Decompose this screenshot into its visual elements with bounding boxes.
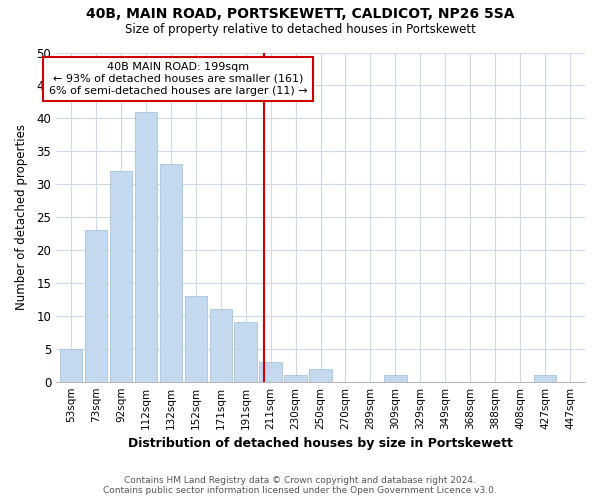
Bar (60, 349, 82, 382)
Bar (185, 296, 207, 382)
Text: 40B MAIN ROAD: 199sqm
← 93% of detached houses are smaller (161)
6% of semi-deta: 40B MAIN ROAD: 199sqm ← 93% of detached … (49, 62, 308, 96)
Bar (284, 375, 307, 382)
X-axis label: Distribution of detached houses by size in Portskewett: Distribution of detached houses by size … (128, 437, 513, 450)
Bar (160, 164, 182, 382)
Bar (534, 375, 556, 382)
Bar (310, 368, 332, 382)
Bar (209, 310, 232, 382)
Bar (110, 171, 132, 382)
Bar (85, 230, 107, 382)
Y-axis label: Number of detached properties: Number of detached properties (15, 124, 28, 310)
Bar (259, 362, 282, 382)
Text: Size of property relative to detached houses in Portskewett: Size of property relative to detached ho… (125, 22, 475, 36)
Bar (384, 375, 407, 382)
Bar (235, 322, 257, 382)
Text: 40B, MAIN ROAD, PORTSKEWETT, CALDICOT, NP26 5SA: 40B, MAIN ROAD, PORTSKEWETT, CALDICOT, N… (86, 8, 514, 22)
Text: Contains HM Land Registry data © Crown copyright and database right 2024.
Contai: Contains HM Land Registry data © Crown c… (103, 476, 497, 495)
Bar (134, 112, 157, 382)
